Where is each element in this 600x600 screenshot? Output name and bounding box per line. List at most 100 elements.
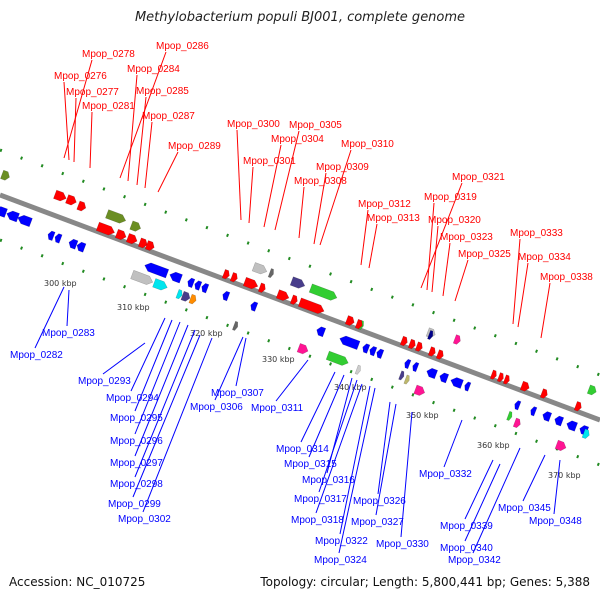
gene-label-forward[interactable]: Mpop_0301	[243, 156, 296, 167]
gene-label-forward[interactable]: Mpop_0304	[271, 134, 324, 145]
gene-label-reverse[interactable]: Mpop_0316	[302, 475, 355, 486]
gene-label-forward[interactable]: Mpop_0276	[54, 71, 107, 82]
gene-forward[interactable]	[105, 209, 127, 225]
gene-forward[interactable]	[344, 315, 356, 327]
gene-forward[interactable]	[125, 233, 139, 245]
gene-label-forward[interactable]: Mpop_0285	[136, 86, 189, 97]
gene-reverse[interactable]	[75, 241, 87, 253]
gene-label-reverse[interactable]: Mpop_0318	[291, 515, 344, 526]
gene-label-forward[interactable]: Mpop_0278	[82, 49, 135, 60]
gene-forward[interactable]	[275, 289, 290, 303]
gene-forward[interactable]	[586, 384, 598, 396]
gene-forward[interactable]	[188, 293, 198, 305]
gene-forward[interactable]	[427, 346, 437, 358]
gene-forward[interactable]	[297, 297, 326, 316]
gene-label-reverse[interactable]: Mpop_0327	[351, 517, 404, 528]
gene-label-forward[interactable]: Mpop_0281	[82, 101, 135, 112]
gene-forward[interactable]	[427, 330, 434, 340]
gene-forward[interactable]	[407, 338, 417, 350]
gene-forward[interactable]	[251, 262, 268, 275]
gene-reverse[interactable]	[5, 209, 20, 223]
gene-forward[interactable]	[180, 290, 192, 302]
gene-forward[interactable]	[289, 294, 299, 306]
gene-label-forward[interactable]: Mpop_0277	[66, 87, 119, 98]
gene-label-forward[interactable]: Mpop_0333	[510, 228, 563, 239]
gene-label-reverse[interactable]: Mpop_0302	[118, 514, 171, 525]
gene-label-forward[interactable]: Mpop_0289	[168, 141, 221, 152]
gene-label-forward[interactable]: Mpop_0309	[316, 162, 369, 173]
gene-label-reverse[interactable]: Mpop_0345	[498, 503, 551, 514]
gene-label-reverse[interactable]: Mpop_0340	[440, 543, 493, 554]
gene-forward[interactable]	[502, 374, 511, 385]
gene-forward[interactable]	[399, 335, 409, 347]
gene-reverse[interactable]	[449, 376, 464, 389]
gene-forward[interactable]	[581, 428, 591, 440]
gene-reverse[interactable]	[67, 238, 79, 250]
gene-forward[interactable]	[496, 372, 505, 383]
gene-reverse[interactable]	[375, 348, 385, 359]
gene-label-reverse[interactable]: Mpop_0297	[110, 458, 163, 469]
gene-label-reverse[interactable]: Mpop_0339	[440, 521, 493, 532]
gene-label-forward[interactable]: Mpop_0313	[367, 213, 420, 224]
gene-label-reverse[interactable]: Mpop_0326	[353, 496, 406, 507]
gene-forward[interactable]	[398, 370, 406, 381]
gene-forward[interactable]	[573, 401, 583, 412]
gene-label-reverse[interactable]: Mpop_0298	[110, 479, 163, 490]
gene-label-reverse[interactable]: Mpop_0293	[78, 376, 131, 387]
gene-label-forward[interactable]: Mpop_0310	[341, 139, 394, 150]
gene-label-forward[interactable]: Mpop_0305	[289, 120, 342, 131]
gene-forward[interactable]	[489, 369, 498, 380]
gene-forward[interactable]	[257, 282, 267, 294]
gene-forward[interactable]	[229, 272, 239, 283]
gene-reverse[interactable]	[221, 290, 231, 302]
gene-reverse[interactable]	[361, 343, 371, 354]
gene-label-forward[interactable]: Mpop_0319	[424, 192, 477, 203]
gene-label-reverse[interactable]: Mpop_0307	[211, 388, 264, 399]
gene-reverse[interactable]	[249, 301, 259, 312]
gene-reverse[interactable]	[186, 277, 196, 289]
gene-label-reverse[interactable]: Mpop_0324	[314, 555, 367, 566]
gene-forward[interactable]	[413, 384, 427, 397]
gene-reverse[interactable]	[200, 282, 210, 294]
gene-reverse[interactable]	[513, 400, 522, 411]
gene-forward[interactable]	[221, 269, 231, 280]
gene-forward[interactable]	[308, 283, 338, 302]
gene-label-forward[interactable]: Mpop_0338	[540, 272, 593, 283]
gene-label-forward[interactable]: Mpop_0312	[358, 199, 411, 210]
gene-reverse[interactable]	[168, 270, 183, 284]
gene-forward[interactable]	[129, 220, 143, 233]
gene-forward[interactable]	[65, 194, 78, 207]
gene-label-reverse[interactable]: Mpop_0342	[448, 555, 501, 566]
gene-forward[interactable]	[452, 334, 462, 346]
gene-forward[interactable]	[267, 268, 275, 279]
gene-label-forward[interactable]: Mpop_0325	[458, 249, 511, 260]
gene-label-reverse[interactable]: Mpop_0332	[419, 469, 472, 480]
gene-reverse[interactable]	[565, 419, 578, 432]
gene-reverse[interactable]	[338, 334, 361, 351]
gene-reverse[interactable]	[53, 233, 63, 244]
gene-label-forward[interactable]: Mpop_0287	[142, 111, 195, 122]
gene-forward[interactable]	[435, 349, 445, 361]
gene-forward[interactable]	[232, 320, 239, 331]
gene-reverse[interactable]	[425, 367, 438, 380]
gene-label-forward[interactable]: Mpop_0334	[518, 252, 571, 263]
gene-forward[interactable]	[519, 380, 531, 392]
gene-label-forward[interactable]: Mpop_0286	[156, 41, 209, 52]
gene-reverse[interactable]	[529, 406, 538, 417]
gene-forward[interactable]	[76, 200, 88, 212]
gene-label-reverse[interactable]: Mpop_0311	[251, 403, 304, 414]
gene-forward[interactable]	[403, 374, 411, 385]
gene-label-reverse[interactable]: Mpop_0330	[376, 539, 429, 550]
gene-reverse[interactable]	[315, 326, 327, 338]
gene-reverse[interactable]	[403, 359, 412, 370]
gene-forward[interactable]	[289, 276, 306, 290]
gene-forward[interactable]	[0, 169, 11, 181]
gene-label-reverse[interactable]: Mpop_0314	[276, 444, 329, 455]
gene-label-reverse[interactable]: Mpop_0348	[529, 516, 582, 527]
gene-forward[interactable]	[512, 417, 522, 429]
gene-label-forward[interactable]: Mpop_0323	[440, 232, 493, 243]
gene-reverse[interactable]	[193, 280, 203, 291]
gene-forward[interactable]	[175, 289, 184, 300]
gene-label-reverse[interactable]: Mpop_0315	[284, 459, 337, 470]
gene-forward[interactable]	[354, 318, 364, 330]
